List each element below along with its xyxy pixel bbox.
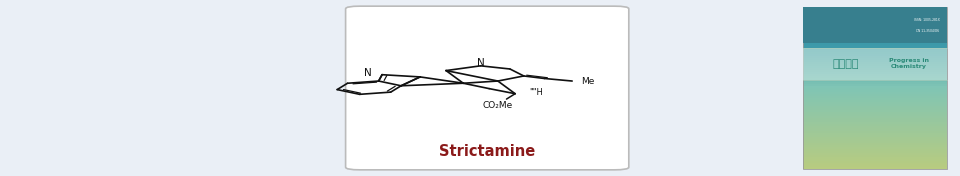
Text: Progress in
Chemistry: Progress in Chemistry	[889, 58, 929, 69]
Bar	[803, 149, 947, 151]
Bar	[803, 84, 947, 86]
Bar	[803, 54, 947, 56]
Bar	[803, 124, 947, 126]
Bar	[803, 104, 947, 106]
Bar	[803, 52, 947, 54]
Bar	[803, 147, 947, 149]
Bar	[803, 80, 947, 82]
Bar	[803, 13, 947, 15]
Bar	[803, 66, 947, 68]
Bar	[803, 133, 947, 134]
Bar	[803, 143, 947, 145]
Bar	[803, 27, 947, 29]
Bar	[803, 76, 947, 78]
Text: CN 11-3504/O6: CN 11-3504/O6	[916, 29, 939, 33]
Bar	[803, 7, 947, 43]
Bar	[803, 86, 947, 88]
Bar	[803, 82, 947, 84]
Bar	[803, 139, 947, 141]
Bar	[803, 126, 947, 128]
Bar	[803, 62, 947, 64]
Bar	[803, 7, 947, 9]
Text: CO₂Me: CO₂Me	[483, 101, 513, 110]
Text: N: N	[477, 58, 485, 68]
Text: ""H: ""H	[529, 88, 542, 97]
Bar	[803, 41, 947, 43]
Bar	[803, 72, 947, 74]
Bar	[803, 167, 947, 169]
Bar	[803, 31, 947, 33]
Bar	[803, 114, 947, 116]
Bar	[803, 102, 947, 104]
Bar	[803, 9, 947, 11]
Bar	[803, 29, 947, 31]
Bar	[803, 92, 947, 94]
Bar	[803, 48, 947, 80]
Bar	[803, 120, 947, 122]
Bar	[803, 145, 947, 147]
Bar	[803, 165, 947, 167]
Bar	[803, 70, 947, 72]
Bar	[803, 21, 947, 23]
Text: Me: Me	[581, 77, 594, 86]
Bar	[803, 134, 947, 137]
Bar	[803, 118, 947, 120]
Bar	[803, 161, 947, 163]
Bar	[803, 15, 947, 17]
Bar	[803, 108, 947, 110]
Bar	[803, 50, 947, 52]
Bar	[803, 43, 947, 45]
Bar	[803, 157, 947, 159]
Bar	[803, 141, 947, 143]
Bar	[803, 94, 947, 96]
Bar	[803, 39, 947, 41]
Text: ISSN: 1005-281X: ISSN: 1005-281X	[914, 18, 939, 22]
Bar	[803, 137, 947, 139]
FancyBboxPatch shape	[346, 6, 629, 170]
Bar	[803, 60, 947, 62]
Bar	[803, 37, 947, 39]
Bar	[803, 153, 947, 155]
Bar	[803, 163, 947, 165]
Bar	[803, 131, 947, 133]
Bar	[803, 155, 947, 157]
Bar	[803, 128, 947, 131]
Bar	[803, 17, 947, 19]
Bar	[803, 25, 947, 27]
Bar	[803, 122, 947, 124]
Bar	[803, 78, 947, 80]
Bar	[803, 116, 947, 118]
Text: Strictamine: Strictamine	[439, 144, 536, 159]
Bar	[803, 23, 947, 25]
Bar	[803, 48, 947, 49]
Bar	[803, 74, 947, 76]
Bar	[803, 68, 947, 70]
Bar	[803, 35, 947, 37]
Bar	[803, 7, 947, 169]
Text: N: N	[365, 68, 372, 78]
Bar	[803, 110, 947, 112]
Bar	[803, 106, 947, 108]
Bar	[803, 58, 947, 60]
Bar	[803, 98, 947, 100]
Bar	[803, 56, 947, 58]
Bar	[803, 96, 947, 98]
Bar	[803, 90, 947, 92]
Bar	[803, 11, 947, 13]
Bar	[803, 45, 947, 48]
Bar	[803, 33, 947, 35]
Text: 化学进展: 化学进展	[832, 59, 859, 69]
Bar	[803, 100, 947, 102]
Bar	[803, 112, 947, 114]
Bar	[803, 64, 947, 66]
Bar	[803, 19, 947, 21]
Bar	[803, 159, 947, 161]
Bar	[803, 151, 947, 153]
Bar	[803, 88, 947, 90]
